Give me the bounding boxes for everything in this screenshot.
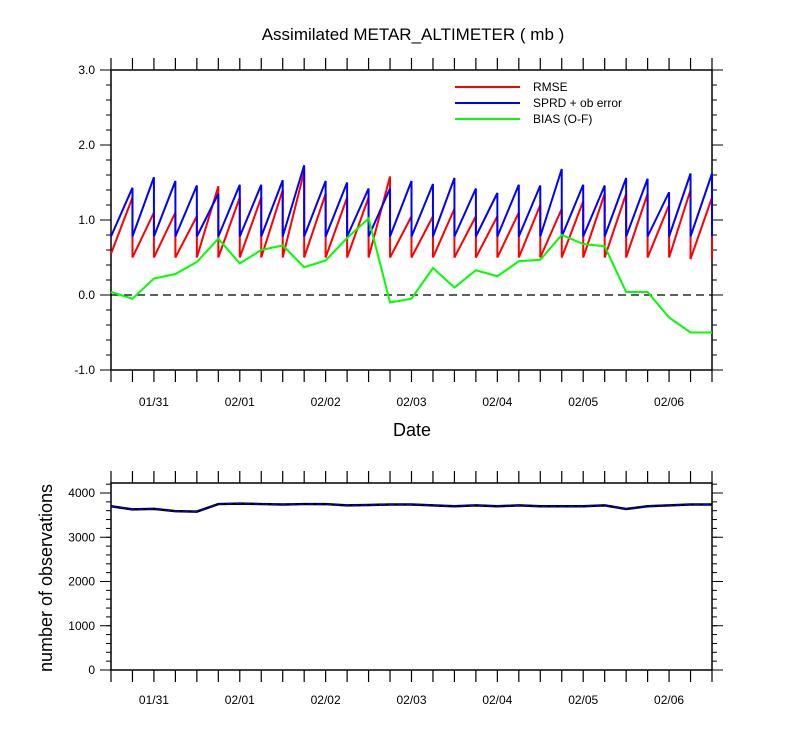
bottom-chart: 0 1000 2000 3000 4000 01/31 02/01 02/02 02/03 02/… <box>68 471 723 707</box>
top-xtick-label: 02/05 <box>568 395 598 409</box>
top-xtick-label: 02/03 <box>396 395 426 409</box>
top-xtick-label: 02/04 <box>482 395 512 409</box>
bottom-ytick-label: 4000 <box>68 486 95 500</box>
bottom-xtick-label: 02/01 <box>225 693 255 707</box>
chart-title: Assimilated METAR_ALTIMETER ( mb ) <box>262 25 565 44</box>
top-xaxis-label: Date <box>393 420 431 440</box>
bottom-xtick-label: 02/06 <box>654 693 684 707</box>
legend-label-rmse: RMSE <box>533 80 568 94</box>
top-ytick-label: 3.0 <box>78 63 95 77</box>
bottom-xtick-label: 02/05 <box>568 693 598 707</box>
top-xtick-label: 01/31 <box>139 395 169 409</box>
bottom-xtick-label: 01/31 <box>139 693 169 707</box>
bottom-ytick-label: 1000 <box>68 619 95 633</box>
top-chart: -1.0 0.0 1.0 2.0 3.0 01/31 02/01 02/02 02/03 02/0… <box>74 58 723 409</box>
bottom-xtick-label: 02/04 <box>482 693 512 707</box>
top-ytick-label: 1.0 <box>78 213 95 227</box>
top-xtick-label: 02/06 <box>654 395 684 409</box>
sprd-line <box>110 164 713 237</box>
bottom-xtick-label: 02/03 <box>396 693 426 707</box>
bottom-ytick-label: 0 <box>88 663 95 677</box>
bottom-ytick-label: 2000 <box>68 575 95 589</box>
legend-label-sprd: SPRD + ob error <box>533 96 622 110</box>
legend-label-bias: BIAS (O-F) <box>533 112 592 126</box>
top-ytick-label: 2.0 <box>78 138 95 152</box>
top-ytick-label: 0.0 <box>78 288 95 302</box>
top-ytick-label: -1.0 <box>74 363 95 377</box>
bottom-ytick-label: 3000 <box>68 530 95 544</box>
legend: RMSE SPRD + ob error BIAS (O-F) <box>455 80 622 126</box>
top-xtick-label: 02/01 <box>225 395 255 409</box>
bottom-xtick-label: 02/02 <box>311 693 341 707</box>
bottom-yaxis-label: number of observations <box>36 484 56 672</box>
bias-line <box>110 216 712 334</box>
top-xtick-label: 02/02 <box>311 395 341 409</box>
obs-count-line-used <box>110 503 712 513</box>
